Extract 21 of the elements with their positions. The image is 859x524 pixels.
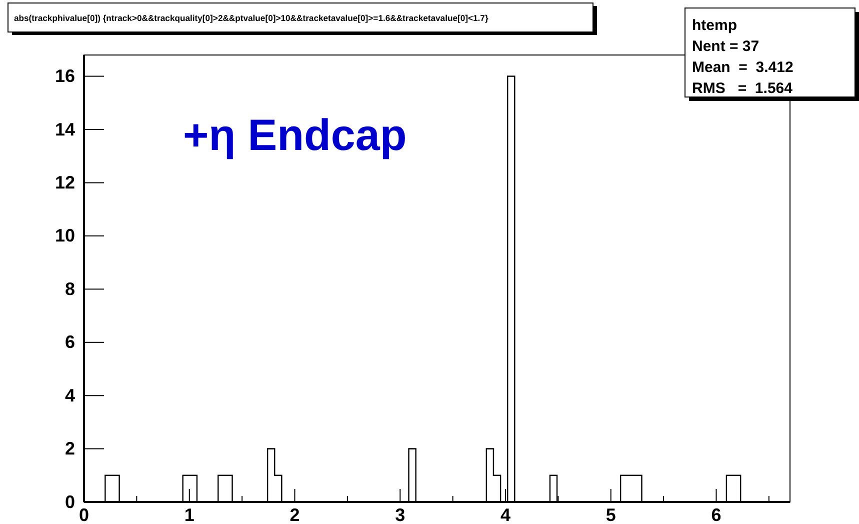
x-tick-label: 1	[184, 504, 194, 524]
x-tick-label: 4	[500, 504, 510, 524]
y-tick-label: 16	[54, 66, 75, 86]
y-tick-label: 4	[64, 385, 75, 406]
x-tick-label: 0	[78, 504, 90, 524]
text: htemp	[692, 17, 737, 34]
annotation: Nent = 37	[692, 38, 760, 55]
annotation: +η Endcap	[183, 111, 407, 160]
y-tick-label: 8	[64, 278, 75, 299]
y-tick-label: 2	[64, 438, 75, 459]
x-tick-label: 3	[395, 504, 406, 524]
x-tick-label: 5	[606, 504, 616, 524]
annotation: RMS = 1.564	[692, 80, 794, 97]
y-tick-label: 14	[54, 119, 75, 140]
chart-title: abs(trackphivalue[0]) {ntrack>0&&trackquality[0]>2&&ptvalue[0]>10&&tracketavalue[0]>=1.6&&tracketavalue[0]<1.7}	[14, 13, 489, 23]
y-tick-label: 10	[54, 226, 75, 246]
annotation: Mean = 3.412	[692, 59, 794, 76]
x-tick-label: 6	[711, 504, 722, 524]
y-tick-label: 12	[54, 172, 75, 192]
x-tick-label: 2	[290, 504, 300, 524]
y-tick-label: 6	[64, 332, 75, 352]
